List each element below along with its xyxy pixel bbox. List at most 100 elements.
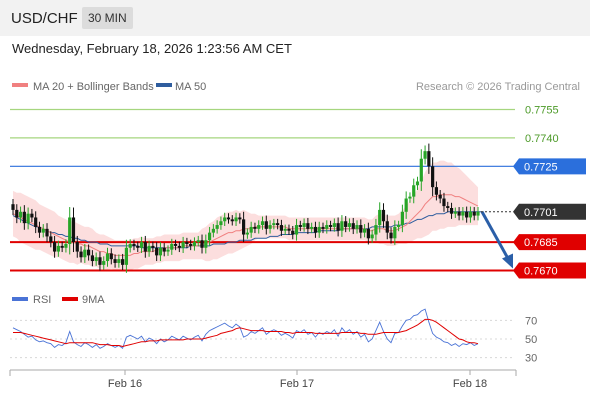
candle (102, 256, 106, 270)
candle (158, 242, 163, 262)
candle (128, 239, 132, 253)
candle (45, 223, 49, 243)
candle (393, 220, 397, 245)
candle (151, 241, 155, 253)
rsi-legend-swatch (12, 297, 28, 301)
ma50-legend-swatch (156, 83, 172, 87)
candle (215, 220, 219, 234)
candle (26, 207, 30, 230)
candle (423, 145, 427, 165)
candle (381, 203, 386, 228)
candle (207, 226, 212, 246)
candle (211, 224, 215, 238)
candle (332, 218, 336, 232)
candle (359, 219, 363, 239)
candle (294, 218, 299, 241)
candles (11, 143, 480, 273)
candle (41, 224, 45, 238)
candle (362, 224, 367, 238)
timestamp: Wednesday, February 18, 2026 1:23:56 AM … (12, 41, 292, 56)
candle (408, 192, 412, 203)
x-tick-label: Feb 18 (453, 378, 487, 390)
candle (412, 178, 416, 204)
candle (279, 219, 284, 236)
rsi-tick-label: 50 (525, 334, 537, 346)
candle (219, 216, 223, 230)
svg-text:0.7701: 0.7701 (524, 207, 558, 219)
level-label-0.7685: 0.7685 (513, 234, 586, 251)
candle (90, 250, 94, 267)
ma9-legend-label: 9MA (82, 294, 105, 306)
candle (351, 217, 355, 235)
bollinger-band-area (13, 160, 478, 271)
candle (427, 143, 431, 174)
candle (226, 213, 231, 224)
candle (71, 207, 76, 253)
candle (155, 242, 159, 262)
candle (177, 241, 181, 253)
candle (98, 251, 102, 271)
candle (268, 220, 272, 234)
candle (200, 234, 204, 254)
candle (124, 239, 129, 273)
level-label-0.7755: 0.7755 (525, 104, 559, 116)
x-tick-label: Feb 16 (108, 378, 142, 390)
candle (11, 199, 15, 216)
candle (446, 201, 450, 213)
candle (397, 220, 401, 232)
candle (30, 208, 34, 223)
level-label-0.7740: 0.7740 (525, 133, 559, 145)
candle (192, 237, 197, 251)
candle (234, 212, 238, 226)
candle (328, 220, 333, 232)
candle (438, 190, 442, 204)
candle (385, 214, 389, 240)
candle (468, 206, 473, 223)
candle (442, 192, 446, 212)
candle (15, 204, 19, 224)
candle (276, 218, 280, 230)
candle (121, 253, 125, 271)
candle (298, 220, 302, 232)
candle (117, 254, 121, 268)
candle (249, 221, 253, 238)
candle (113, 254, 117, 268)
candle (173, 239, 178, 251)
level-label-0.7701: 0.7701 (481, 203, 586, 220)
candle (136, 241, 140, 253)
rsi-legend: RSI 9MA (12, 294, 105, 306)
candle (79, 246, 83, 263)
ma20-line (12, 194, 479, 256)
candle (344, 216, 348, 233)
candle (419, 149, 423, 191)
ma50-legend-label: MA 50 (175, 81, 206, 93)
candle (181, 236, 185, 253)
candle (355, 220, 359, 234)
candle (60, 241, 64, 253)
rsi-legend-label: RSI (33, 294, 51, 306)
rsi-line (12, 308, 479, 350)
bollinger-band (13, 160, 478, 271)
candle (461, 207, 465, 221)
candle (56, 240, 60, 257)
candle (83, 244, 87, 263)
main-legend: MA 20 + Bollinger Bands MA 50 Research ©… (12, 81, 580, 93)
candle (75, 235, 79, 258)
candle (449, 202, 454, 219)
level-label-0.7670: 0.7670 (513, 262, 586, 279)
level-labels: 0.7755 0.7740 0.7725 0.7701 0.7685 0.7670 (481, 104, 586, 279)
interval-button[interactable]: 30 MIN (82, 7, 133, 29)
ma20-legend-label: MA 20 + Bollinger Bands (33, 81, 154, 93)
candle (291, 226, 295, 240)
candle (302, 218, 306, 232)
candle (196, 235, 200, 247)
candle (204, 234, 208, 254)
ma20-legend-swatch (12, 83, 28, 87)
candle (230, 215, 234, 226)
candle (189, 239, 193, 251)
candle (139, 236, 144, 253)
candle (132, 239, 136, 251)
candle (22, 205, 26, 230)
